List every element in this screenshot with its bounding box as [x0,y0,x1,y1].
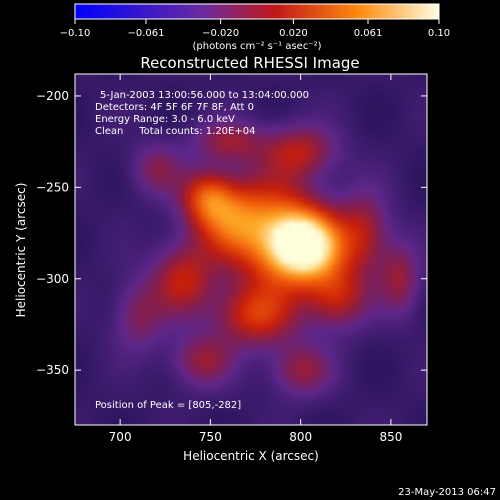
y-axis-label: Heliocentric Y (arcsec) [14,183,28,318]
colorbar-tick-label: −0.061 [127,28,164,39]
x-tick-label: 850 [379,430,402,444]
colorbar-tick-label: −0.020 [202,28,239,39]
colorbar-tick-label: 0.061 [354,28,383,39]
colorbar-tick-label: −0.10 [60,28,91,39]
clean-counts: Clean Total counts: 1.20E+04 [95,126,255,137]
detectors-info: Detectors: 4F 5F 6F 7F 8F, Att 0 [95,102,254,113]
x-tick-label: 750 [199,430,222,444]
x-tick-label: 800 [289,430,312,444]
time-range: 5-Jan-2003 13:00:56.000 to 13:04:00.000 [100,90,309,101]
energy-range: Energy Range: 3.0 - 6.0 keV [95,114,235,125]
x-axis-label: Heliocentric X (arcsec) [183,449,319,463]
colorbar [74,3,440,20]
colorbar-ticks: −0.10 −0.061 −0.020 0.020 0.061 0.10 [60,19,450,39]
x-tick-label: 700 [109,430,132,444]
y-axis-ticks: −200 −250 −300 −350 [36,89,427,377]
y-tick-label: −200 [36,89,69,103]
colorbar-unit-label: (photons cm⁻² s⁻¹ asec⁻²) [192,41,321,52]
x-axis-ticks: 700 750 800 850 [109,74,402,444]
colorbar-tick-label: 0.020 [279,28,308,39]
footer-timestamp: 23-May-2013 06:47 [398,487,496,498]
chart-title: Reconstructed RHESSI Image [140,54,359,72]
colorbar-tick-label: 0.10 [428,28,450,39]
plot-frame [74,73,428,426]
heatmap-image [75,74,427,425]
y-tick-label: −300 [36,272,69,286]
peak-position: Position of Peak = [805,-282] [95,400,241,411]
y-tick-label: −350 [36,363,69,377]
y-tick-label: −250 [36,180,69,194]
